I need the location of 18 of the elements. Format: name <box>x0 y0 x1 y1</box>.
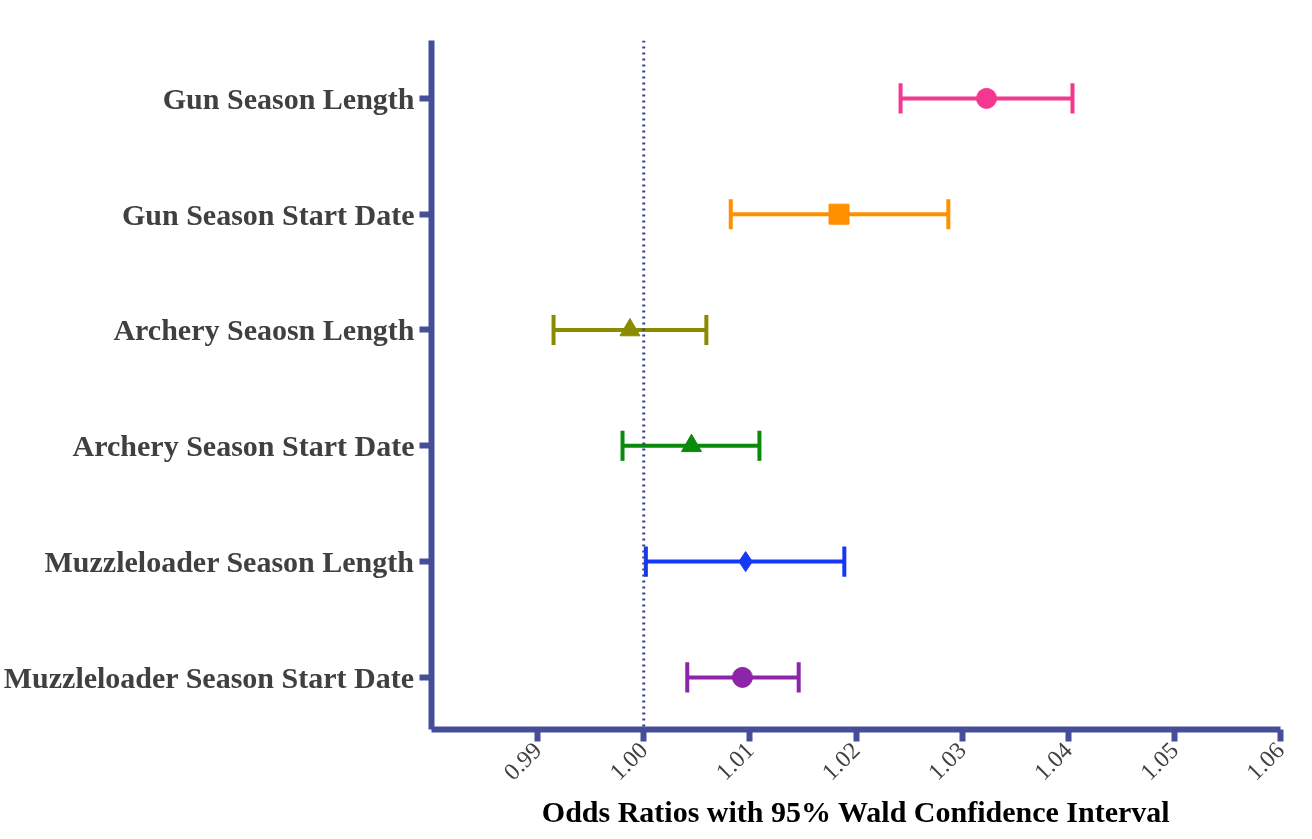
point <box>828 203 850 225</box>
point <box>731 666 753 688</box>
y-tick-label: Archery Season Start Date <box>72 429 415 463</box>
x-tick-label: 1.01 <box>710 736 759 786</box>
y-tick-label: Gun Season Start Date <box>121 197 415 231</box>
y-tick-label: Archery Seaosn Length <box>113 313 415 347</box>
x-tick-label: 1.06 <box>1241 736 1290 786</box>
x-axis-title: Odds Ratios with 95% Wald Confidence Interval <box>541 794 1170 828</box>
y-tick-label: Muzzleloader Season Start Date <box>3 660 414 694</box>
y-tick-label: Muzzleloader Season Length <box>44 545 415 579</box>
x-tick-label: 1.04 <box>1029 736 1078 786</box>
y-tick-label: Gun Season Length <box>162 81 415 115</box>
x-tick-label: 1.03 <box>922 736 971 786</box>
x-tick-label: 1.02 <box>816 736 865 786</box>
x-tick-label: 1.05 <box>1135 736 1184 786</box>
x-tick-label: 0.99 <box>498 736 547 786</box>
x-tick-label: 1.00 <box>604 736 653 786</box>
point <box>976 87 998 109</box>
